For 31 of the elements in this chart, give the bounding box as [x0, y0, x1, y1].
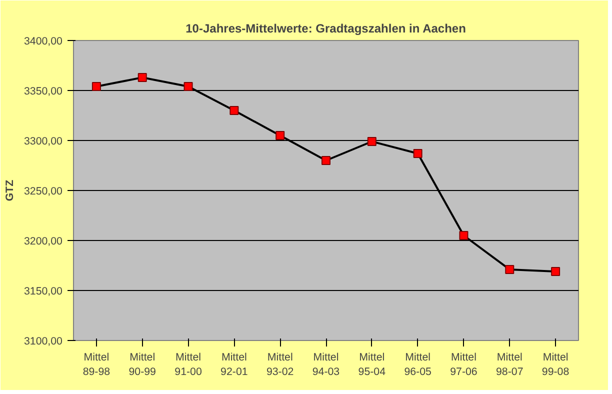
x-tick-label: Mittel 89-98: [82, 352, 110, 378]
x-tick-label: Mittel 98-07: [496, 352, 524, 378]
x-tick-label: Mittel 92-01: [220, 352, 248, 378]
point: [184, 82, 193, 91]
x-tick-label: Mittel 95-04: [358, 352, 386, 378]
y-tick-label: 3150,00: [24, 286, 63, 298]
y-tick-label: 3250,00: [24, 186, 63, 198]
point: [92, 82, 101, 91]
point: [459, 231, 468, 240]
y-tick-label: 3300,00: [24, 136, 63, 148]
x-tick-label: Mittel 90-99: [128, 352, 156, 378]
y-tick-label: 3200,00: [24, 236, 63, 248]
point: [276, 131, 285, 140]
y-tick-label: 3400,00: [24, 36, 63, 48]
point: [138, 73, 147, 82]
x-tick-label: Mittel 91-00: [174, 352, 202, 378]
point: [551, 267, 560, 276]
x-tick-label: Mittel 96-05: [404, 352, 432, 378]
x-tick-label: Mittel 99-08: [542, 352, 570, 378]
y-tick-label: 3350,00: [24, 86, 63, 98]
y-tick-label: 3100,00: [24, 336, 63, 348]
point: [230, 106, 239, 115]
point: [413, 149, 422, 158]
y-axis-title: GTZ: [4, 179, 16, 202]
point: [505, 265, 514, 274]
point: [322, 156, 330, 165]
point: [367, 137, 376, 146]
chart-title: 10-Jahres-Mittelwerte: Gradtagszahlen in Aachen: [186, 22, 466, 36]
x-tick-label: Mittel 94-03: [312, 352, 340, 378]
x-tick-label: Mittel 93-02: [266, 352, 294, 378]
x-tick-label: Mittel 97-06: [450, 352, 478, 378]
